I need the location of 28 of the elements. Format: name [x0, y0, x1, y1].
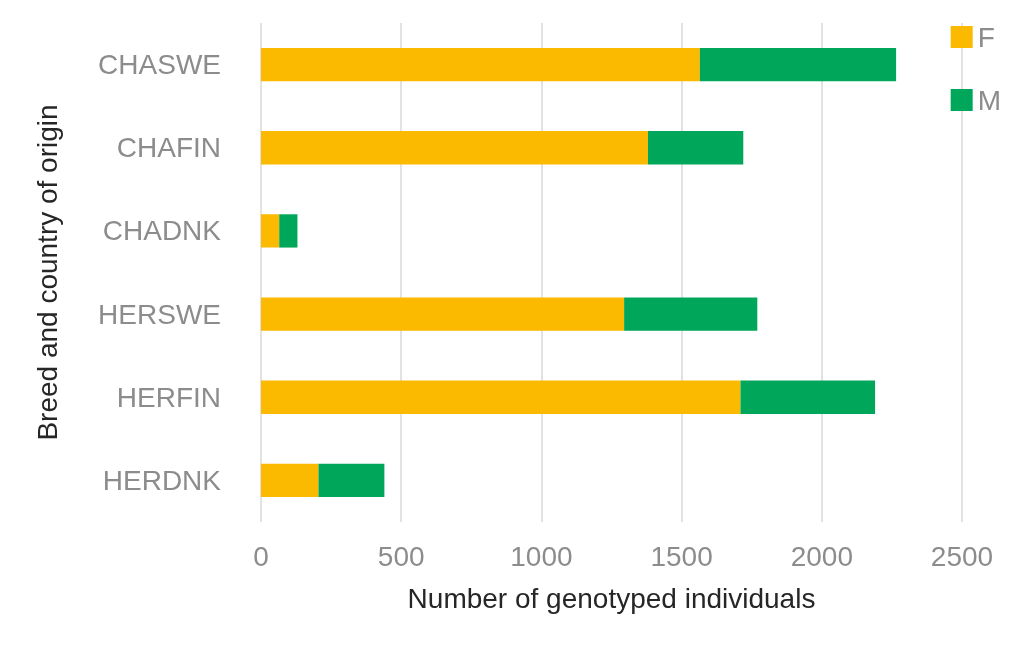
bar — [261, 297, 625, 331]
x-axis-title: Number of genotyped individuals — [407, 582, 816, 614]
y-tick-label: CHAFIN — [116, 132, 221, 164]
x-tick-label: 1000 — [510, 540, 573, 572]
y-tick-label: HERFIN — [116, 381, 221, 413]
bar — [624, 297, 758, 331]
x-tick-label: 0 — [253, 540, 269, 572]
y-axis-title: Breed and country of origin — [31, 104, 63, 441]
bar — [261, 380, 741, 414]
x-tick-label: 2000 — [790, 540, 853, 572]
bar — [318, 463, 385, 498]
bar — [261, 214, 280, 248]
legend-label: M — [977, 84, 1001, 116]
legend-label: F — [977, 21, 995, 53]
x-tick-label: 500 — [377, 540, 425, 572]
y-tick-label: CHASWE — [98, 49, 221, 81]
bar — [647, 131, 744, 165]
y-tick-label: HERSWE — [98, 298, 221, 330]
bar — [261, 463, 319, 498]
x-tick-label: 2500 — [930, 540, 994, 572]
bar — [279, 214, 298, 248]
y-tick-label: HERDNK — [102, 464, 222, 496]
bar — [261, 131, 648, 165]
bar — [261, 47, 700, 82]
bar — [699, 47, 897, 82]
x-tick-label: 1500 — [650, 540, 713, 572]
bar — [740, 380, 876, 414]
y-tick-label: CHADNK — [102, 215, 222, 247]
